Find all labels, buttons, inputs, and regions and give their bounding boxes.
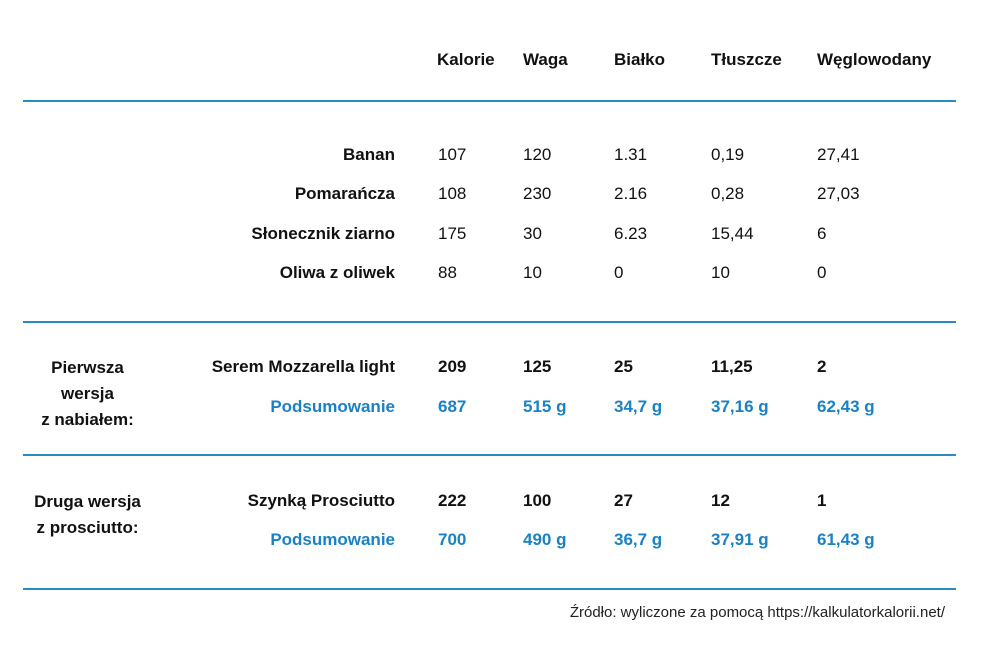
summary-tluszcze: 37,91 g (711, 530, 769, 549)
summary-waga: 490 g (523, 530, 567, 549)
source-note: Źródło: wyliczone za pomocą https://kalk… (569, 604, 945, 621)
row-label: Pomarańcza (294, 184, 395, 203)
cell-waga: 100 (523, 491, 552, 510)
cell-kalorie: 209 (438, 357, 467, 376)
version1-label: Pierwsza wersja z nabiałem: (0, 355, 175, 433)
cell-waga: 230 (523, 184, 552, 203)
version2-label-line: z prosciutto: (36, 518, 139, 537)
row-label: Słonecznik ziarno (251, 224, 395, 243)
row-label: Banan (343, 145, 395, 164)
cell-weglowodany: 27,41 (817, 145, 860, 164)
cell-bialko: 6.23 (614, 224, 648, 243)
cell-kalorie: 107 (438, 145, 467, 164)
divider (23, 100, 956, 102)
cell-tluszcze: 11,25 (711, 357, 753, 376)
cell-waga: 10 (523, 263, 542, 282)
column-header-waga: Waga (523, 50, 568, 69)
version2-label-line: Druga wersja (34, 492, 141, 511)
version1-label-line: Pierwsza (51, 358, 124, 377)
cell-bialko: 25 (614, 357, 633, 376)
cell-weglowodany: 6 (817, 224, 827, 243)
cell-tluszcze: 0,19 (711, 145, 745, 164)
summary-weglowodany: 62,43 g (817, 397, 875, 416)
summary-weglowodany: 61,43 g (817, 530, 875, 549)
cell-weglowodany: 0 (817, 263, 827, 282)
column-header-weglowodany: Węglowodany (817, 50, 932, 69)
row-label: Oliwa z oliwek (279, 263, 395, 282)
cell-waga: 120 (523, 145, 552, 164)
cell-kalorie: 175 (438, 224, 467, 243)
cell-kalorie: 88 (438, 263, 457, 282)
column-header-kalorie: Kalorie (437, 50, 495, 69)
divider (23, 321, 956, 323)
cell-weglowodany: 27,03 (817, 184, 860, 203)
version1-label-line: z nabiałem: (41, 410, 134, 429)
summary-bialko: 34,7 g (614, 397, 663, 416)
cell-bialko: 0 (614, 263, 624, 282)
cell-tluszcze: 0,28 (711, 184, 745, 203)
cell-weglowodany: 1 (817, 491, 827, 510)
cell-bialko: 2.16 (614, 184, 648, 203)
version2-label: Druga wersja z prosciutto: (0, 489, 175, 541)
cell-waga: 125 (523, 357, 552, 376)
summary-bialko: 36,7 g (614, 530, 663, 549)
summary-label: Podsumowanie (270, 530, 395, 549)
cell-weglowodany: 2 (817, 357, 827, 376)
cell-tluszcze: 15,44 (711, 224, 754, 243)
divider (23, 454, 956, 456)
row-label: Szynką Prosciutto (247, 491, 395, 510)
summary-kalorie: 687 (438, 397, 467, 416)
row-label: Serem Mozzarella light (211, 357, 395, 376)
summary-waga: 515 g (523, 397, 567, 416)
cell-bialko: 27 (614, 491, 633, 510)
cell-tluszcze: 10 (711, 263, 730, 282)
version1-label-line: wersja (61, 384, 114, 403)
summary-tluszcze: 37,16 g (711, 397, 769, 416)
cell-kalorie: 222 (438, 491, 467, 510)
summary-kalorie: 700 (438, 530, 467, 549)
summary-label: Podsumowanie (270, 397, 395, 416)
cell-tluszcze: 12 (711, 491, 730, 510)
column-header-tluszcze: Tłuszcze (711, 50, 782, 69)
cell-kalorie: 108 (438, 184, 467, 203)
cell-bialko: 1.31 (614, 145, 648, 164)
column-header-bialko: Białko (614, 50, 666, 69)
divider (23, 588, 956, 590)
cell-waga: 30 (523, 224, 542, 243)
